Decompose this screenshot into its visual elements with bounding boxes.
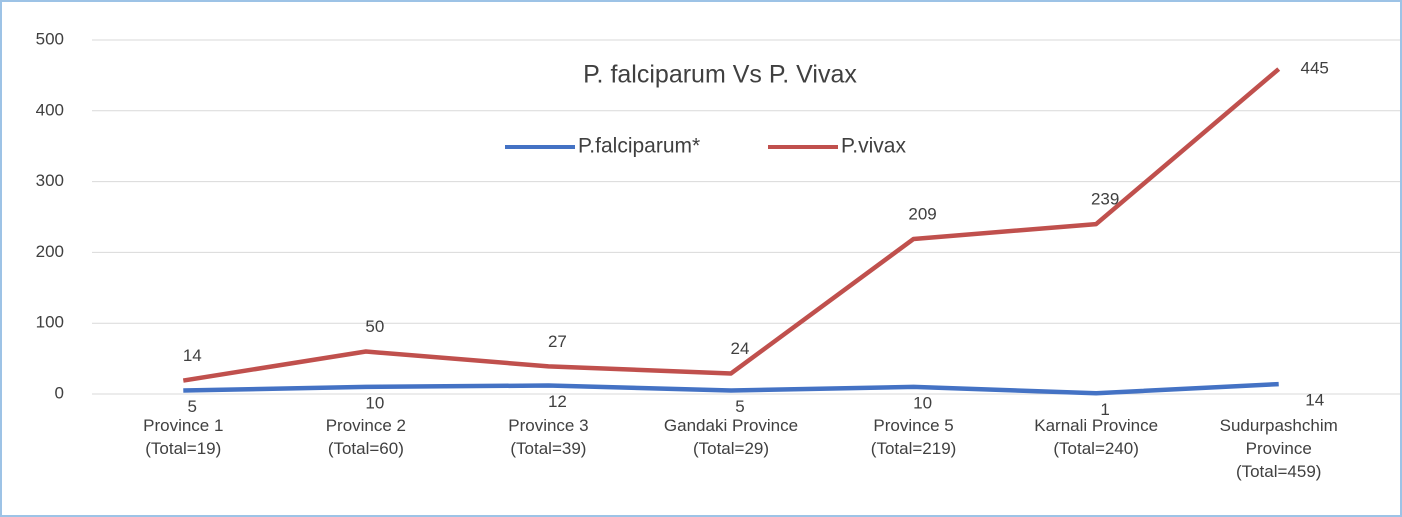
legend-label: P.vivax <box>841 135 906 158</box>
x-tick-label: Province 1 (Total=19) <box>143 416 223 458</box>
data-label: 239 <box>1091 190 1119 209</box>
data-label: 1 <box>1100 400 1109 419</box>
x-tick-label: Province 2 (Total=60) <box>326 416 406 458</box>
y-tick-label: 300 <box>36 171 64 190</box>
series-line <box>183 381 1279 396</box>
y-tick-label: 100 <box>36 313 64 332</box>
series-line <box>182 67 1281 383</box>
x-tick-label: Gandaki Province (Total=29) <box>664 416 798 458</box>
data-label: 209 <box>908 204 936 223</box>
x-tick-label: Sudurpashchim Province (Total=459) <box>1220 416 1338 481</box>
data-label: 14 <box>1305 391 1324 410</box>
x-tick-label: Province 5 (Total=219) <box>871 416 957 458</box>
data-label: 24 <box>731 339 750 358</box>
y-tick-label: 200 <box>36 242 64 261</box>
data-label: 10 <box>365 393 384 412</box>
data-label: 10 <box>913 393 932 412</box>
x-tick-label: Karnali Province (Total=240) <box>1034 416 1158 458</box>
data-label: 12 <box>548 392 567 411</box>
data-label: 27 <box>548 332 567 351</box>
y-tick-label: 500 <box>36 29 64 48</box>
x-tick-label: Province 3 (Total=39) <box>508 416 588 458</box>
y-tick-label: 400 <box>36 100 64 119</box>
data-label: 445 <box>1301 59 1329 78</box>
data-label: 5 <box>188 397 197 416</box>
data-label: 14 <box>183 346 202 365</box>
data-label: 5 <box>735 397 744 416</box>
y-tick-label: 0 <box>55 383 64 402</box>
legend-label: P.falciparum* <box>578 135 700 158</box>
chart-title: P. falciparum Vs P. Vivax <box>583 61 857 89</box>
data-label: 50 <box>365 317 384 336</box>
